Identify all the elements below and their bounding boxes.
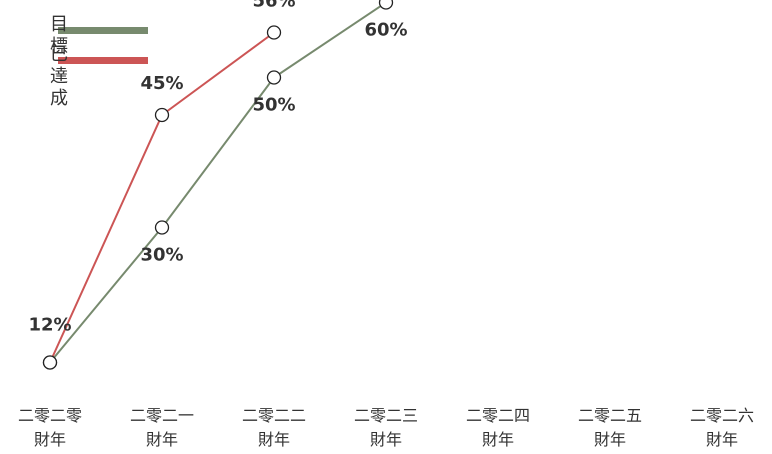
data-point-0-1 (154, 220, 170, 235)
data-label-target-3: 60% (364, 20, 407, 41)
x-tick-label-5-1: 財年 (594, 430, 626, 449)
data-label-target-0: 12% (28, 315, 71, 336)
data-point-1-2 (266, 25, 282, 40)
data-label-target-1: 30% (140, 245, 183, 266)
x-tick-label-3-0: 二零二三 (354, 406, 418, 425)
x-tick-label-5-0: 二零二五 (578, 406, 642, 425)
x-tick-label-1-0: 二零二一 (130, 406, 194, 425)
x-tick-label-2-0: 二零二二 (242, 406, 306, 425)
legend-swatch-target (58, 27, 148, 34)
data-point-0-2 (266, 70, 282, 85)
x-tick-label-4-1: 財年 (482, 430, 514, 449)
data-point-0-3 (378, 0, 394, 10)
x-tick-label-2-1: 財年 (258, 430, 290, 449)
data-point-1-0 (42, 355, 58, 370)
data-label-target-2: 50% (252, 95, 295, 116)
legend-swatch-achieved (58, 57, 148, 64)
data-label-achieved-1: 45% (140, 73, 183, 94)
x-tick-label-1-1: 財年 (146, 430, 178, 449)
data-label-achieved-2: 56% (252, 0, 295, 12)
x-tick-label-6-0: 二零二六 (690, 406, 754, 425)
x-tick-label-0-0: 二零二零 (18, 406, 82, 425)
series-line-0 (49, 0, 392, 364)
x-tick-label-3-1: 財年 (370, 430, 402, 449)
x-tick-label-4-0: 二零二四 (466, 406, 530, 425)
data-point-1-1 (154, 107, 170, 123)
legend-label-target: 目標 (50, 14, 68, 57)
x-tick-label-6-1: 財年 (706, 430, 738, 449)
legend-label-achieved: 已達成 (50, 44, 68, 109)
x-tick-label-0-1: 財年 (34, 430, 66, 449)
